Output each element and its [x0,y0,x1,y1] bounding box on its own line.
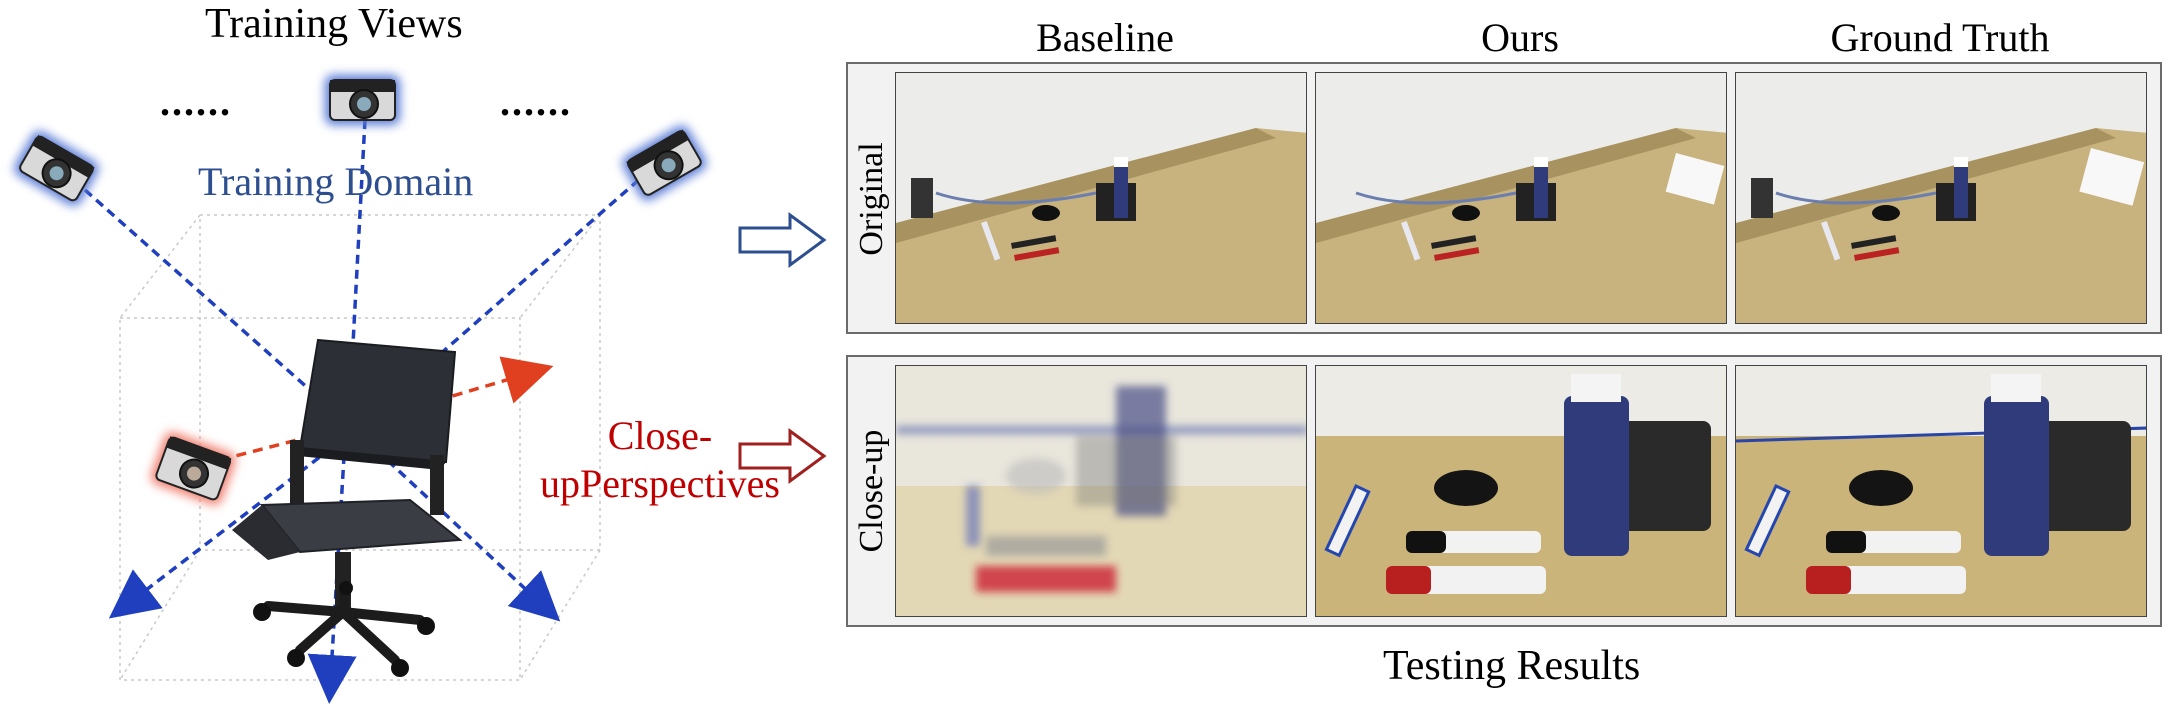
scene-original-image [1736,73,2146,323]
scene-closeup-image [1316,366,1726,616]
tile-original-ground-truth [1735,72,2147,324]
row-label-original: Original [853,142,890,256]
tile-original-ours [1315,72,1727,324]
tile-closeup-ground-truth [1735,365,2147,617]
closeup-ray [219,356,554,462]
camera-icon-closeup [150,432,236,505]
tile-closeup-ours [1315,365,1727,617]
testing-results-caption: Testing Results [1383,643,1641,689]
scene-closeup-image [1736,366,2146,616]
closeup-label-line2: up [540,461,580,506]
chair-icon [232,338,463,677]
closeup-perspectives-label: Close- upPerspectives [540,412,780,508]
ellipsis-right: ...... [500,79,572,124]
arrow-icon-red [738,428,827,484]
camera-icon-left [14,131,99,206]
tile-closeup-baseline [895,365,1307,617]
camera-icon-right [622,125,707,201]
scene-original-image [896,73,1306,323]
column-header-baseline: Baseline [1036,15,1174,60]
scene-original-image [1316,73,1726,323]
arrow-icon-blue [738,212,827,268]
closeup-label-line1: Close- [607,413,713,458]
domain-box [119,214,601,681]
training-domain-diagram [14,75,707,704]
column-header-ground-truth: Ground Truth [1830,15,2050,60]
row-label-closeup: Close-up [853,429,890,553]
tile-original-baseline [895,72,1307,324]
ellipsis-left: ...... [160,79,232,124]
training-domain-label: Training Domain [198,159,474,204]
training-views-title: Training Views [205,1,463,47]
column-header-ours: Ours [1481,15,1559,60]
camera-icon-top [325,75,400,125]
scene-closeup-image [896,366,1306,616]
